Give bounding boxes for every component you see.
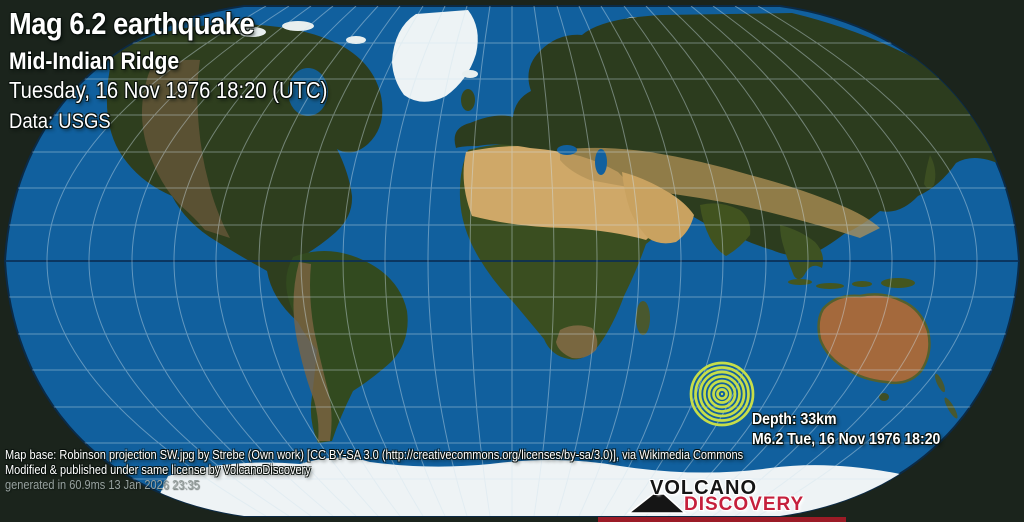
magnitude-summary-label: M6.2 Tue, 16 Nov 1976 18:20 [752,431,941,448]
generated-timestamp: generated in 60.9ms 13 Jan 2026 23:35 [5,478,200,492]
data-source-label: Data: USGS [9,110,111,133]
map-base-attribution: Map base: Robinson projection SW.jpg by … [5,448,744,462]
volcano-triangle-icon [627,493,687,514]
logo-volcano-text: VOLCANO [650,477,757,499]
quake-datetime-label: Tuesday, 16 Nov 1976 18:20 (UTC) [9,77,328,103]
logo-red-bar [598,517,846,522]
epicenter-rings-icon [689,361,755,427]
landmasses [106,10,1003,516]
page-title: Mag 6.2 earthquake [9,6,255,41]
depth-label: Depth: 33km [752,411,837,428]
quake-region-label: Mid-Indian Ridge [9,48,180,75]
graticule-lines [5,6,1019,516]
logo-discovery-text: DISCOVERY [684,494,805,515]
license-attribution: Modified & published under same license … [5,463,311,477]
